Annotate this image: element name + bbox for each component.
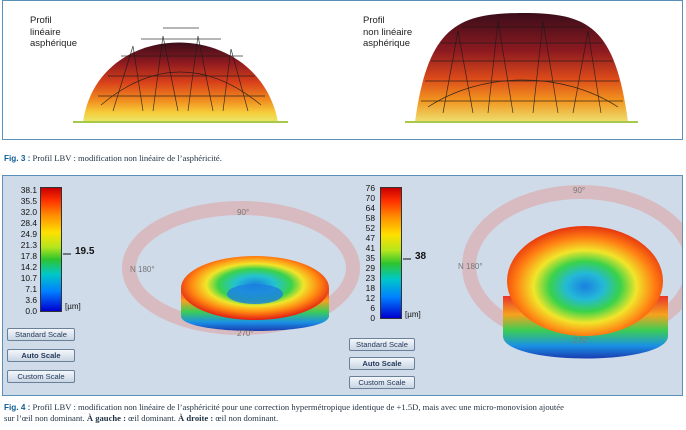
right-dir-bottom: 270° <box>573 336 590 345</box>
caption-text: œil dominant. <box>126 413 179 423</box>
tick-label: 6 <box>370 303 375 313</box>
left-corneal-surface <box>181 256 329 331</box>
nonlinear-aspheric-profile <box>405 13 638 123</box>
label-line: asphérique <box>363 38 411 49</box>
caption-label: Fig. 3 : <box>4 154 31 163</box>
left-color-scale-bar <box>40 187 62 312</box>
topography-maps <box>122 185 682 359</box>
tick-label: 52 <box>365 223 375 233</box>
tick-label: 23 <box>365 273 375 283</box>
figure-3-panel: Profil linéaire asphérique Profil non li… <box>2 0 683 140</box>
tick-label: 10.7 <box>20 273 37 283</box>
label-line: Profil <box>363 15 385 26</box>
tick-label: 35.5 <box>20 196 37 206</box>
tick-label: 41 <box>365 243 375 253</box>
right-custom-scale-button[interactable]: Custom Scale <box>349 376 415 389</box>
left-standard-scale-button[interactable]: Standard Scale <box>7 328 75 341</box>
left-profile-label: Profil linéaire asphérique <box>30 15 77 50</box>
caption-text: sur l’œil non dominant. <box>4 413 87 423</box>
linear-aspheric-profile <box>73 27 288 123</box>
left-auto-scale-button[interactable]: Auto Scale <box>7 349 75 362</box>
tick-label: 14.2 <box>20 262 37 272</box>
right-corneal-surface <box>503 226 668 359</box>
left-custom-scale-button[interactable]: Custom Scale <box>7 370 75 383</box>
right-dir-left: N 180° <box>458 262 483 271</box>
figure-3-caption: Fig. 3 : Profil LBV : modification non l… <box>4 153 222 164</box>
caption-text: Profil LBV : modification non linéaire d… <box>32 402 564 412</box>
tick-label: 76 <box>365 183 375 193</box>
caption-label: Fig. 4 : <box>4 403 31 412</box>
right-profile-label: Profil non linéaire asphérique <box>363 15 412 50</box>
caption-text: Profil LBV : modification non linéaire d… <box>32 153 222 163</box>
profile-plots <box>73 13 638 123</box>
tick-label: 21.3 <box>20 240 37 250</box>
right-dir-top: 90° <box>573 186 586 195</box>
tick-label: 12 <box>365 293 375 303</box>
left-mid-value: 19.5 <box>75 246 95 257</box>
tick-label: 0.0 <box>25 306 37 316</box>
tick-label: 35 <box>365 253 375 263</box>
left-dir-top: 90° <box>237 208 250 217</box>
label-line: non linéaire <box>363 26 413 38</box>
caption-text: œil non dominant. <box>213 413 279 423</box>
right-mid-tick <box>403 258 411 260</box>
label-line: Profil <box>30 15 52 26</box>
tick-label: 28.4 <box>20 218 37 228</box>
figure-4-panel: 38.1 35.5 32.0 28.4 24.9 21.3 17.8 14.2 … <box>2 175 683 396</box>
left-mid-tick <box>63 253 71 255</box>
tick-label: 3.6 <box>25 295 37 305</box>
left-dir-left: N 180° <box>130 265 155 274</box>
tick-label: 7.1 <box>25 284 37 294</box>
tick-label: 64 <box>365 203 375 213</box>
tick-label: 58 <box>365 213 375 223</box>
right-mid-value: 38 <box>415 251 427 262</box>
tick-label: 32.0 <box>20 207 37 217</box>
right-unit: [µm] <box>405 310 421 319</box>
tick-label: 24.9 <box>20 229 37 239</box>
tick-label: 0 <box>370 313 375 323</box>
left-dir-bottom: 270° <box>237 329 254 338</box>
caption-left-label: À gauche : <box>86 413 126 423</box>
tick-label: 29 <box>365 263 375 273</box>
tick-label: 70 <box>365 193 375 203</box>
left-unit: [µm] <box>65 302 81 311</box>
tick-label: 38.1 <box>20 185 37 195</box>
label-line: linéaire <box>30 26 61 38</box>
caption-right-label: À droite : <box>178 413 214 423</box>
tick-label: 17.8 <box>20 251 37 261</box>
figure-4-caption: Fig. 4 : Profil LBV : modification non l… <box>4 402 684 424</box>
right-auto-scale-button[interactable]: Auto Scale <box>349 357 415 370</box>
right-standard-scale-button[interactable]: Standard Scale <box>349 338 415 351</box>
tick-label: 47 <box>365 233 375 243</box>
tick-label: 18 <box>365 283 375 293</box>
label-line: asphérique <box>30 38 78 49</box>
right-color-scale-bar <box>380 187 402 319</box>
